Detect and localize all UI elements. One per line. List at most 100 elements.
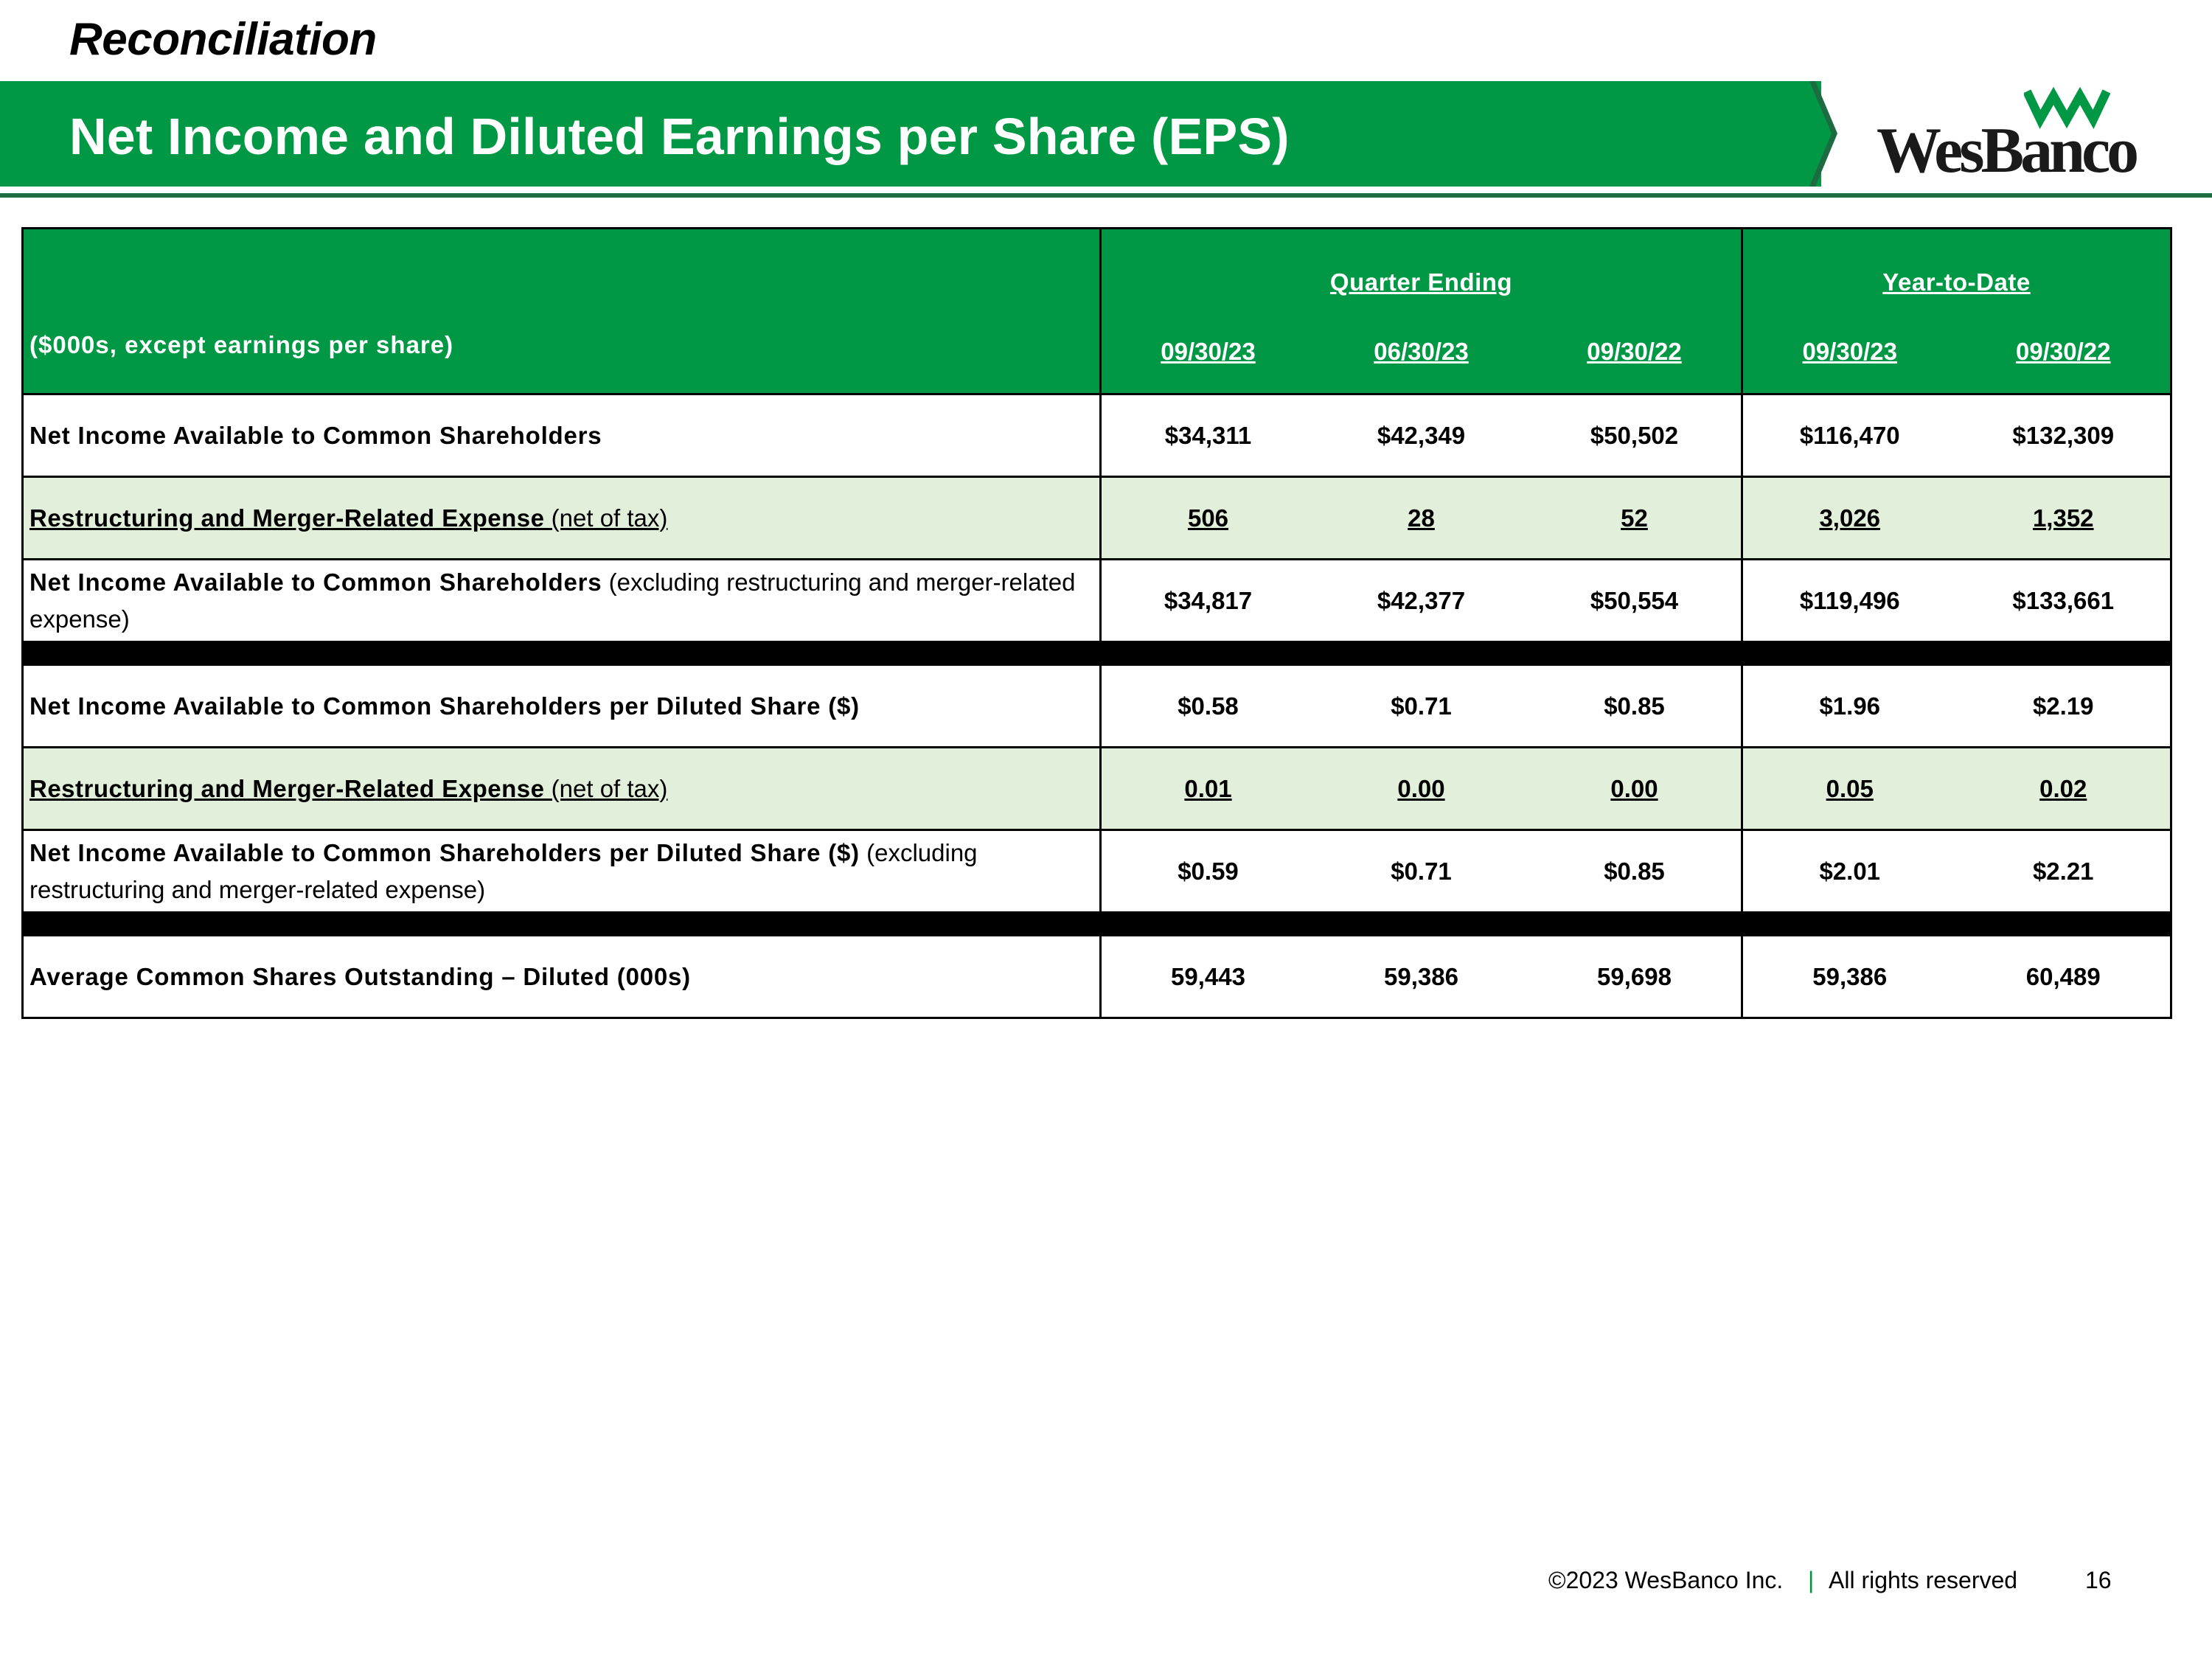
ytd-values: 0.05 0.02 bbox=[1741, 746, 2172, 831]
quarter-values: $0.59 $0.71 $0.85 bbox=[1099, 829, 1743, 914]
row-label: Net Income Available to Common Sharehold… bbox=[21, 393, 1102, 478]
ytd-values: $1.96 $2.19 bbox=[1741, 664, 2172, 748]
row-label-bold: Net Income Available to Common Sharehold… bbox=[29, 838, 860, 866]
quarter-values: 0.01 0.00 0.00 bbox=[1099, 746, 1743, 831]
table-row: Restructuring and Merger-Related Expense… bbox=[21, 746, 2172, 831]
cell-value: $2.21 bbox=[2032, 857, 2094, 885]
cell-value: $0.85 bbox=[1604, 857, 1665, 885]
row-label: Net Income Available to Common Sharehold… bbox=[21, 558, 1102, 643]
cell-value: $132,309 bbox=[2012, 421, 2115, 449]
cell-value: $0.58 bbox=[1178, 692, 1239, 720]
ytd-values: $119,496 $133,661 bbox=[1741, 558, 2172, 643]
quarter-values: 506 28 52 bbox=[1099, 476, 1743, 560]
quarter-date: 09/30/23 bbox=[1161, 338, 1256, 365]
cell-value: $119,496 bbox=[1799, 586, 1900, 614]
quarter-header: Quarter Ending 09/30/23 06/30/23 09/30/2… bbox=[1099, 227, 1743, 395]
row-label-rest: (excluding restructuring and merger-rela… bbox=[29, 838, 978, 903]
cell-value: 0.01 bbox=[1184, 774, 1232, 802]
quarter-group-title: Quarter Ending bbox=[1329, 268, 1513, 296]
section-separator bbox=[21, 641, 2172, 666]
cell-value: $2.01 bbox=[1819, 857, 1881, 885]
ytd-values: $2.01 $2.21 bbox=[1741, 829, 2172, 914]
header-rule bbox=[0, 193, 2212, 198]
cell-value: $0.71 bbox=[1391, 857, 1452, 885]
cell-value: 28 bbox=[1408, 504, 1435, 532]
cell-value: 0.05 bbox=[1826, 774, 1874, 802]
cell-value: 59,443 bbox=[1171, 962, 1245, 990]
cell-value: $42,349 bbox=[1377, 421, 1466, 449]
cell-value: 3,026 bbox=[1819, 504, 1881, 532]
cell-value: $1.96 bbox=[1819, 692, 1881, 720]
wesbanco-logo: WesBanco bbox=[1877, 86, 2139, 187]
cell-value: $2.19 bbox=[2032, 692, 2094, 720]
row-label-bold: Restructuring and Merger-Related Expense bbox=[29, 774, 545, 802]
ytd-date: 09/30/22 bbox=[2016, 338, 2111, 365]
unit-label-cell: ($000s, except earnings per share) bbox=[21, 227, 1102, 395]
table-row: Restructuring and Merger-Related Expense… bbox=[21, 476, 2172, 560]
cell-value: 506 bbox=[1187, 504, 1229, 532]
cell-value: 0.00 bbox=[1397, 774, 1445, 802]
cell-value: 59,386 bbox=[1812, 962, 1888, 990]
table-row: Net Income Available to Common Sharehold… bbox=[21, 829, 2172, 914]
row-label-bold: Net Income Available to Common Sharehold… bbox=[29, 421, 602, 449]
section-kicker: Reconciliation bbox=[69, 14, 377, 65]
footer: ©2023 WesBanco Inc. | All rights reserve… bbox=[0, 1567, 2212, 1604]
cell-value: $50,554 bbox=[1590, 586, 1679, 614]
unit-label: ($000s, except earnings per share) bbox=[29, 331, 454, 358]
table-row: Net Income Available to Common Sharehold… bbox=[21, 558, 2172, 643]
row-label-bold: Average Common Shares Outstanding – Dilu… bbox=[29, 962, 691, 990]
row-label-rest: (net of tax) bbox=[544, 774, 668, 802]
logo-wordmark: WesBanco bbox=[1877, 115, 2139, 187]
cell-value: $50,502 bbox=[1590, 421, 1679, 449]
quarter-values: $34,311 $42,349 $50,502 bbox=[1099, 393, 1743, 478]
cell-value: $0.71 bbox=[1391, 692, 1452, 720]
row-label: Net Income Available to Common Sharehold… bbox=[21, 664, 1102, 748]
ytd-values: $116,470 $132,309 bbox=[1741, 393, 2172, 478]
rights-text: All rights reserved bbox=[1829, 1567, 2018, 1593]
table-row: Net Income Available to Common Sharehold… bbox=[21, 664, 2172, 748]
ytd-group-title: Year-to-Date bbox=[1882, 268, 2031, 296]
footer-separator: | bbox=[1808, 1567, 1815, 1593]
row-label: Restructuring and Merger-Related Expense… bbox=[21, 476, 1102, 560]
cell-value: 59,698 bbox=[1597, 962, 1672, 990]
cell-value: 1,352 bbox=[2032, 504, 2094, 532]
table-row: Net Income Available to Common Sharehold… bbox=[21, 393, 2172, 478]
section-separator bbox=[21, 911, 2172, 936]
row-label-rest: (excluding restructuring and merger-rela… bbox=[29, 568, 1076, 633]
cell-value: $0.85 bbox=[1604, 692, 1665, 720]
cell-value: $133,661 bbox=[2012, 586, 2115, 614]
quarter-values: $34,817 $42,377 $50,554 bbox=[1099, 558, 1743, 643]
cell-value: $116,470 bbox=[1799, 421, 1900, 449]
table-row: Average Common Shares Outstanding – Dilu… bbox=[21, 934, 2172, 1019]
row-label-bold: Net Income Available to Common Sharehold… bbox=[29, 568, 602, 596]
reconciliation-table: ($000s, except earnings per share) Quart… bbox=[21, 227, 2172, 1019]
table-header-row: ($000s, except earnings per share) Quart… bbox=[21, 227, 2172, 395]
copyright-text: ©2023 WesBanco Inc. bbox=[1548, 1567, 1784, 1593]
logo-mark-icon bbox=[2024, 86, 2111, 130]
cell-value: $0.59 bbox=[1178, 857, 1239, 885]
page-number: 16 bbox=[2085, 1567, 2112, 1593]
cell-value: 59,386 bbox=[1384, 962, 1458, 990]
chevron-icon bbox=[1799, 81, 1837, 187]
row-label: Restructuring and Merger-Related Expense… bbox=[21, 746, 1102, 831]
cell-value: $34,817 bbox=[1164, 586, 1253, 614]
cell-value: $34,311 bbox=[1164, 421, 1252, 449]
cell-value: 0.00 bbox=[1610, 774, 1658, 802]
quarter-date: 09/30/22 bbox=[1587, 338, 1682, 365]
ytd-values: 59,386 60,489 bbox=[1741, 934, 2172, 1019]
row-label: Average Common Shares Outstanding – Dilu… bbox=[21, 934, 1102, 1019]
page-title: Net Income and Diluted Earnings per Shar… bbox=[69, 108, 1290, 165]
row-label-bold: Net Income Available to Common Sharehold… bbox=[29, 692, 860, 720]
quarter-values: 59,443 59,386 59,698 bbox=[1099, 934, 1743, 1019]
row-label-rest: (net of tax) bbox=[544, 504, 668, 532]
ytd-values: 3,026 1,352 bbox=[1741, 476, 2172, 560]
ytd-header: Year-to-Date 09/30/23 09/30/22 bbox=[1741, 227, 2172, 395]
title-banner bbox=[0, 81, 1821, 187]
quarter-date: 06/30/23 bbox=[1374, 338, 1469, 365]
ytd-date: 09/30/23 bbox=[1802, 338, 1897, 365]
quarter-values: $0.58 $0.71 $0.85 bbox=[1099, 664, 1743, 748]
row-label-bold: Restructuring and Merger-Related Expense bbox=[29, 504, 545, 532]
cell-value: $42,377 bbox=[1377, 586, 1466, 614]
row-label: Net Income Available to Common Sharehold… bbox=[21, 829, 1102, 914]
cell-value: 60,489 bbox=[2025, 962, 2101, 990]
